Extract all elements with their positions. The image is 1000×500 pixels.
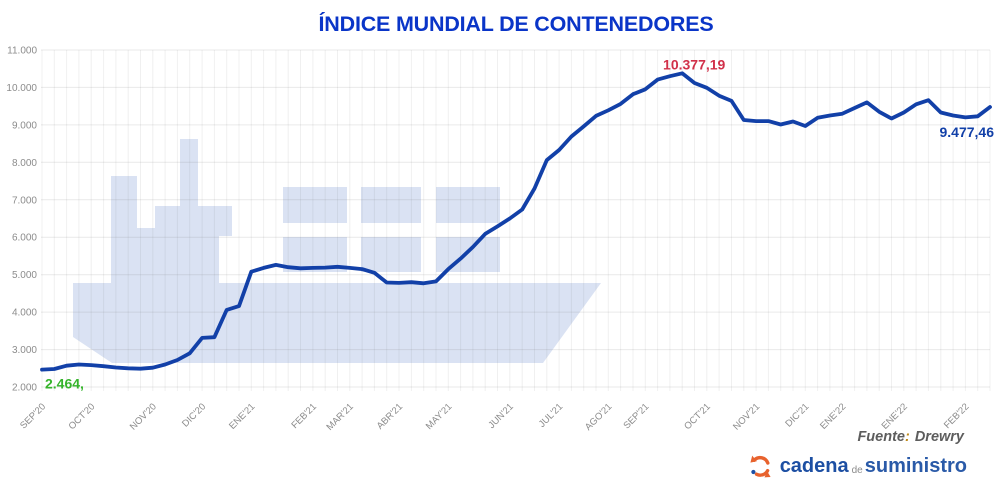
ship-block	[436, 187, 500, 223]
ship-block	[436, 237, 500, 272]
horizontal-gridlines	[41, 49, 990, 388]
x-tick-label: ABR'21	[375, 401, 405, 431]
x-tick-label: NOV'20	[128, 401, 159, 432]
ship-watermark	[73, 139, 601, 363]
x-tick-label: NOV'21	[731, 401, 762, 432]
x-tick-label: ENE'22	[880, 401, 910, 431]
ship-block	[111, 176, 137, 283]
ship-block	[180, 139, 198, 283]
ship-block	[198, 206, 232, 236]
chart-title: ÍNDICE MUNDIAL DE CONTENEDORES	[318, 12, 714, 36]
y-tick-label: 10.000	[6, 83, 37, 94]
logo-refresh-icon	[750, 455, 771, 478]
annotations: 2.464, 10.377,19 9.477,46	[45, 56, 994, 391]
source-separator: :	[904, 429, 910, 445]
ship-block	[361, 237, 421, 272]
source-label: Fuente	[857, 429, 905, 445]
source-name: Drewry	[914, 429, 964, 445]
ship-hull	[73, 283, 601, 363]
x-tick-label: OCT'21	[682, 401, 713, 432]
x-tick-label: JUN'21	[486, 401, 516, 431]
annotation-end: 9.477,46	[940, 124, 995, 140]
logo-word-de: de	[851, 464, 863, 476]
x-tick-label: AGO'21	[583, 401, 614, 432]
y-axis-labels: 2.000 3.000 4.000 5.000 6.000 7.000 8.000 9.000…	[6, 46, 37, 394]
vertical-gridlines	[41, 50, 991, 391]
x-tick-label: ENE'22	[818, 401, 848, 431]
x-tick-label: DIC'20	[180, 401, 208, 429]
x-tick-label: FEB'21	[289, 401, 319, 431]
brand-logo: cadena de suministro	[747, 453, 967, 480]
x-tick-label: JUL'21	[537, 401, 565, 429]
wci-series-line	[40, 71, 992, 372]
y-tick-label: 6.000	[12, 233, 37, 244]
y-tick-label: 11.000	[7, 46, 37, 57]
y-tick-label: 7.000	[12, 195, 37, 206]
annotation-peak: 10.377,19	[663, 56, 725, 72]
x-axis-labels: SEP'20 OCT'20 NOV'20 DIC'20 ENE'21 FEB'21 MAR'…	[18, 401, 971, 432]
annotation-start: 2.464,	[45, 376, 84, 392]
x-tick-label: SEP'21	[621, 401, 651, 431]
x-tick-label: DIC'21	[783, 401, 811, 429]
ship-block	[155, 206, 180, 283]
logo-word-suministro: suministro	[864, 455, 967, 477]
y-tick-label: 2.000	[12, 383, 37, 394]
x-tick-label: SEP'20	[18, 401, 48, 431]
ship-block	[283, 187, 347, 223]
y-tick-label: 8.000	[12, 158, 37, 169]
x-tick-label: MAY'21	[424, 401, 455, 432]
y-tick-label: 9.000	[12, 120, 37, 131]
ship-block	[361, 187, 421, 223]
source-credit: Fuente: Drewry	[857, 429, 964, 445]
x-tick-label: FEB'22	[942, 401, 972, 431]
y-tick-label: 5.000	[12, 270, 37, 281]
x-tick-label: OCT'20	[67, 401, 98, 432]
ship-block	[198, 236, 219, 283]
logo-word-cadena: cadena	[779, 455, 849, 477]
y-tick-label: 3.000	[12, 345, 37, 356]
x-tick-label: MAR'21	[324, 401, 355, 432]
x-tick-label: ENE'21	[227, 401, 257, 431]
y-tick-label: 4.000	[12, 308, 37, 319]
ship-block	[137, 228, 155, 283]
line-chart: 2.000 3.000 4.000 5.000 6.000 7.000 8.000 9.000…	[6, 46, 994, 433]
